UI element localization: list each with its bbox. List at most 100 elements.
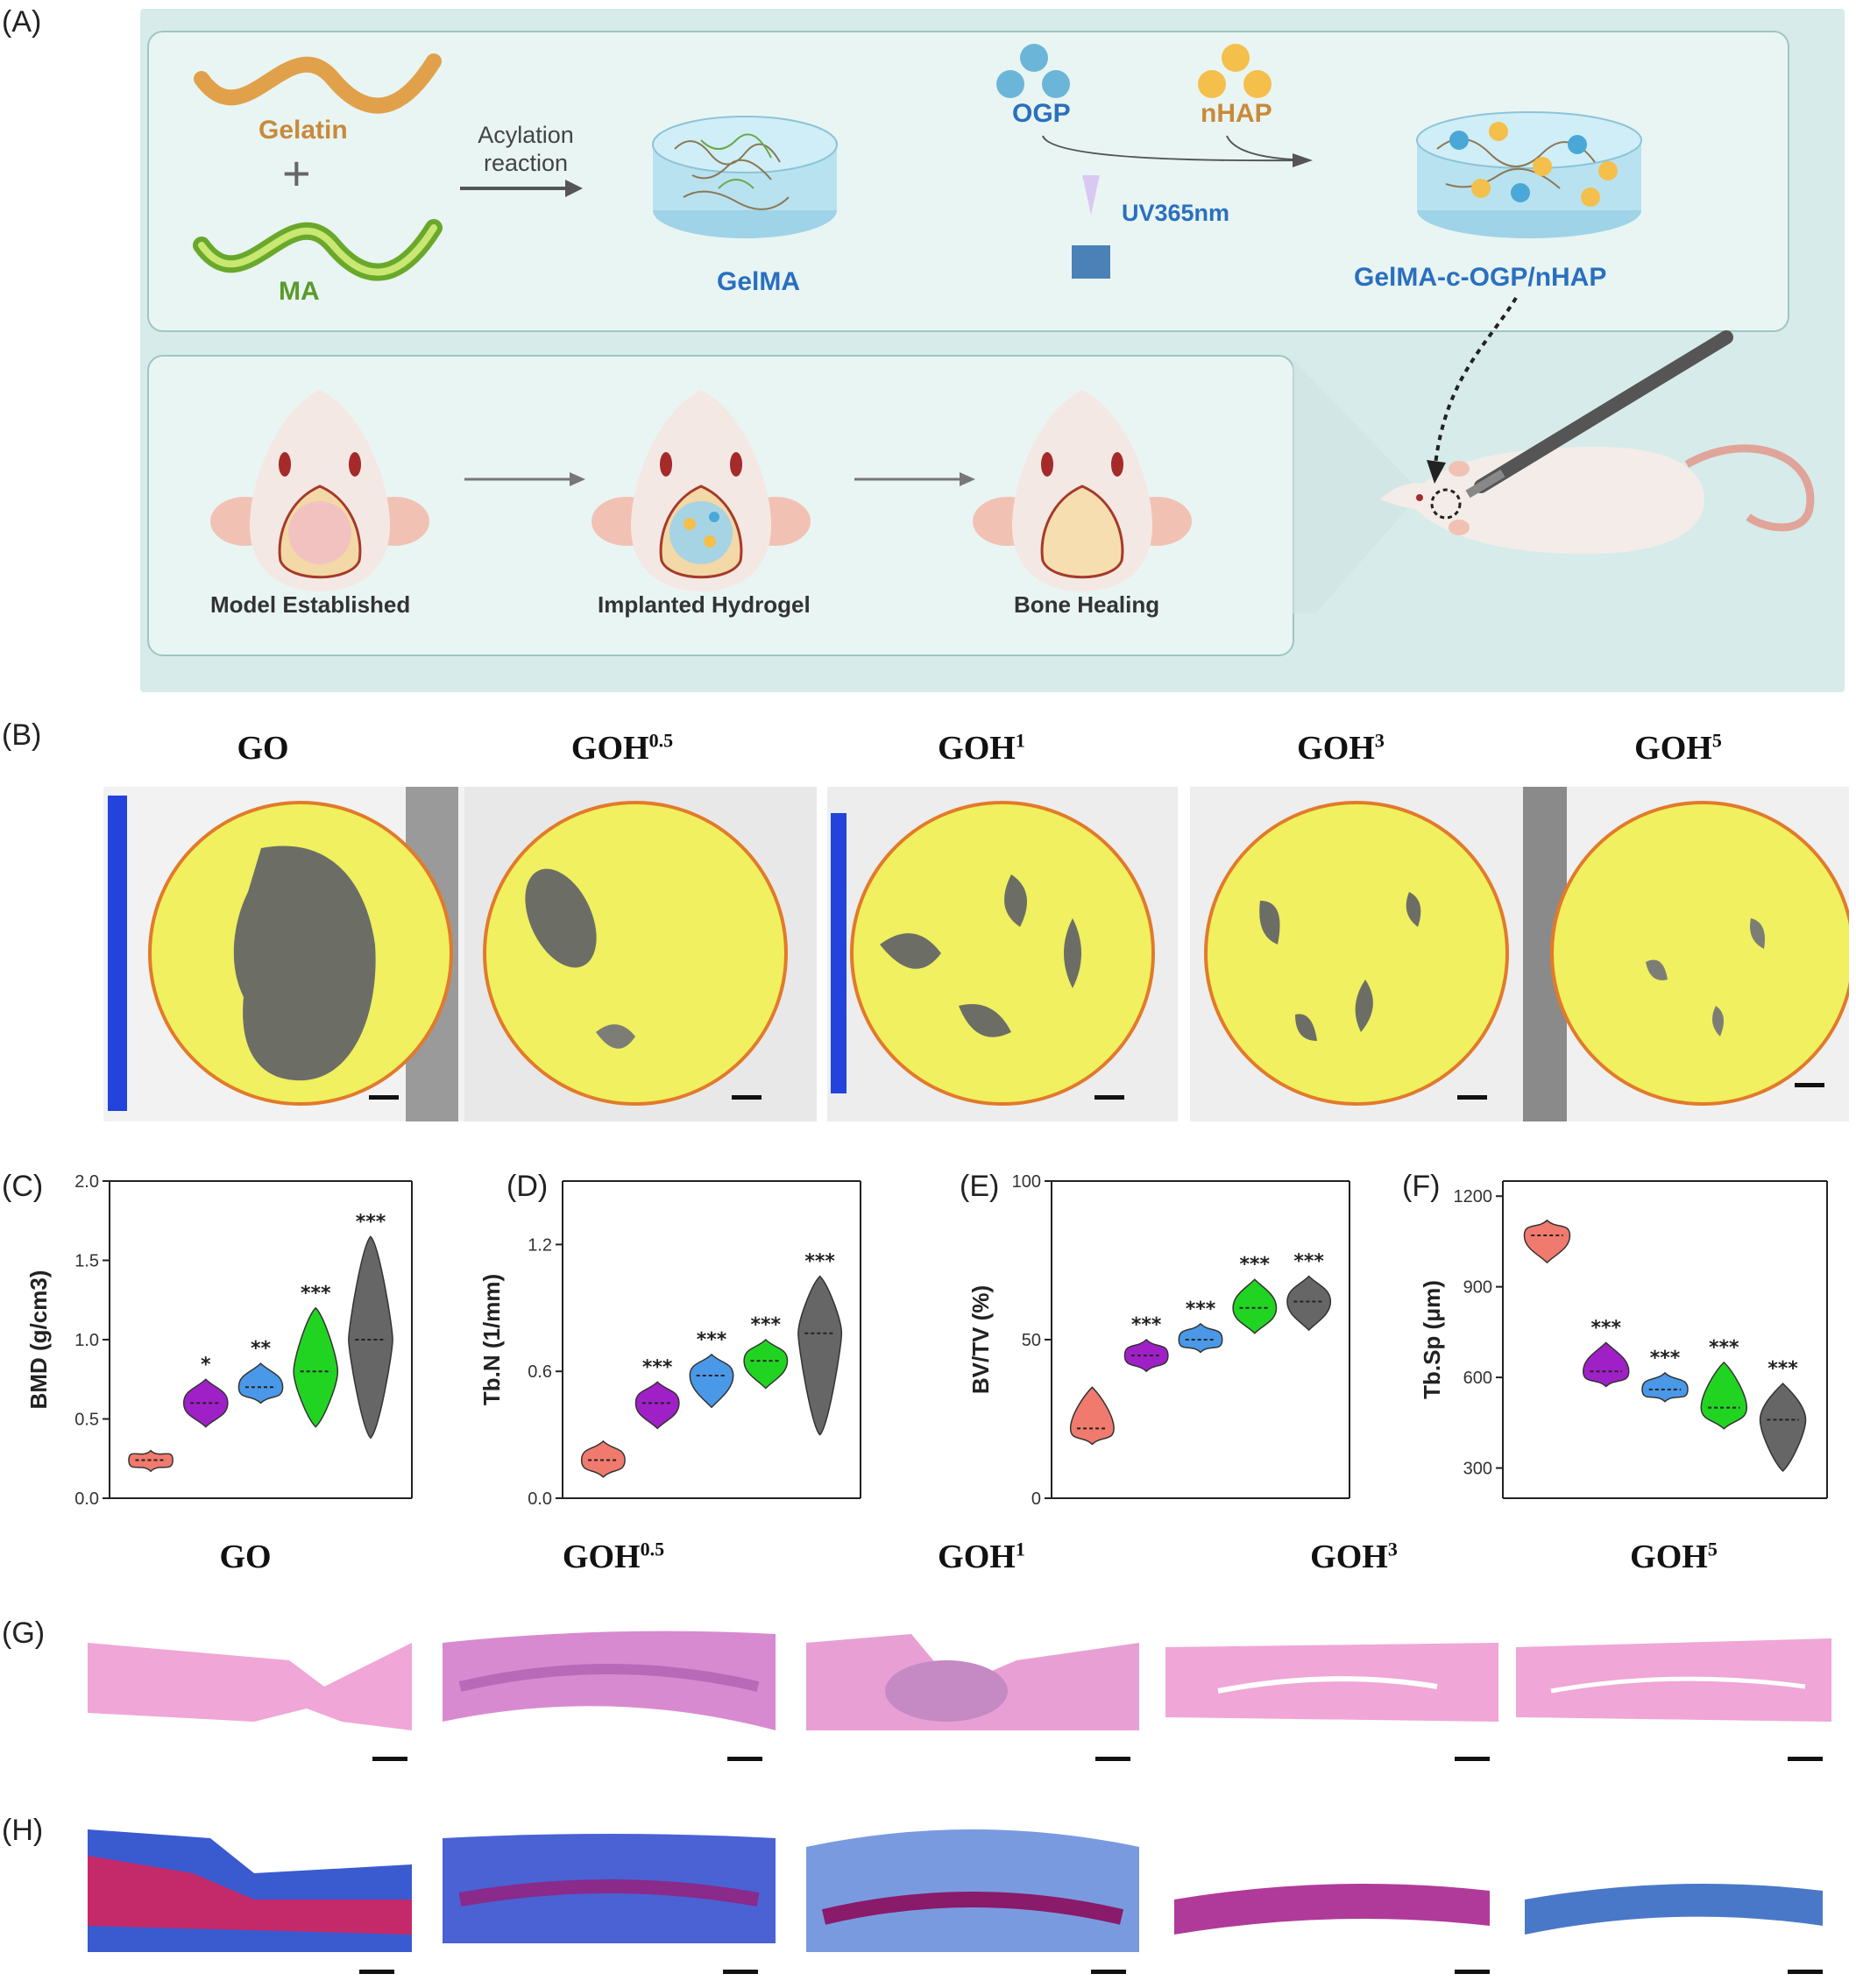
significance-stars: *** [1650, 1348, 1681, 1369]
violin-GOH5 [1759, 1382, 1807, 1473]
rat-head-implant-icon [592, 390, 811, 591]
violin-GOH3 [293, 1306, 339, 1428]
gelma-label: GelMA [717, 267, 801, 296]
product-label: GelMA-c-OGP/nHAP [1354, 263, 1607, 292]
significance-stars: *** [642, 1356, 673, 1378]
y-tick-label: 0.5 [74, 1411, 99, 1430]
step-arrow-2 [854, 472, 975, 486]
gelatin-label: Gelatin [259, 116, 348, 145]
violin-GO [1523, 1219, 1571, 1264]
masson-stain-row [88, 1829, 1823, 1974]
y-tick-label: 0.0 [74, 1489, 99, 1509]
significance-stars: *** [1709, 1337, 1739, 1359]
y-tick-label: 1.0 [74, 1331, 99, 1350]
he-stain-row [88, 1631, 1831, 1761]
b-group-label-goh05: GOH0.5 [570, 729, 674, 767]
panel-label-c: (C) [2, 1170, 44, 1203]
step-arrow-1 [464, 472, 585, 486]
microct-image-goh05 [464, 787, 817, 1121]
significance-stars: *** [1590, 1317, 1621, 1339]
y-tick-label: 0.6 [528, 1362, 552, 1382]
b-group-label-goh3: GOH3 [1297, 729, 1385, 767]
he-image-goh3 [1165, 1643, 1498, 1761]
significance-stars: *** [751, 1314, 782, 1336]
violin-GOH5 [1286, 1275, 1332, 1332]
chart-f: 300 600 900 1200 Tb.Sp (μm) *** *** *** *** [1419, 1180, 1828, 1499]
y-axis-title: Tb.Sp (μm) [1419, 1280, 1445, 1399]
ogp-particles-icon [996, 44, 1070, 98]
microct-image-go [103, 787, 464, 1121]
violin-GOH5 [348, 1235, 393, 1440]
significance-stars: *** [697, 1329, 727, 1351]
panel-label-d: (D) [507, 1170, 549, 1203]
microct-image-goh3 [1190, 787, 1523, 1121]
he-image-goh5 [1516, 1638, 1831, 1761]
cf-group-label-goh3: GOH3 [1310, 1538, 1398, 1575]
reaction-arrow [460, 180, 583, 197]
y-tick-label: 100 [1012, 1172, 1041, 1192]
significance-stars: *** [1293, 1251, 1324, 1273]
composite-dish-icon [1416, 111, 1642, 238]
gelatin-ma-icon [193, 53, 443, 281]
violin-GOH0.5 [1582, 1341, 1630, 1388]
y-tick-label: 1.5 [74, 1252, 99, 1271]
significance-stars: *** [356, 1211, 386, 1233]
violin-GOH0.5 [634, 1381, 680, 1430]
significance-stars: * [201, 1354, 211, 1376]
violin-GOH1 [1641, 1371, 1689, 1403]
y-tick-label: 1200 [1454, 1187, 1493, 1206]
masson-image-goh3 [1174, 1884, 1490, 1974]
y-axis-title: BV/TV (%) [967, 1285, 994, 1394]
b-group-label-go: GO [237, 730, 289, 767]
cf-group-label-goh05: GOH0.5 [562, 1538, 665, 1575]
cf-group-label-go: GO [219, 1539, 272, 1575]
panel-label-f: (F) [1402, 1170, 1441, 1203]
significance-stars: *** [1131, 1314, 1162, 1336]
ogp-label: OGP [1012, 99, 1071, 128]
he-image-goh05 [443, 1631, 776, 1761]
uv-lamp-icon [1072, 175, 1110, 279]
reaction-label: Acylation reaction [478, 122, 574, 176]
panel-label-h: (H) [2, 1814, 44, 1847]
chart-e: 0 50 100 BV/TV (%) *** *** *** *** [967, 1172, 1350, 1509]
masson-image-goh1 [806, 1829, 1139, 1974]
violin-GOH3 [1232, 1278, 1278, 1334]
gelma-dish-icon [652, 116, 838, 238]
rat-head-healed-icon [973, 390, 1192, 591]
ma-label: MA [279, 277, 320, 306]
panel-label-a: (A) [2, 5, 42, 39]
panel-label-b: (B) [2, 718, 42, 752]
microct-image-goh5 [1523, 787, 1849, 1121]
nhap-particles-icon [1198, 44, 1272, 98]
y-axis-title: BMD (g/cm3) [25, 1270, 52, 1410]
he-image-go [88, 1643, 412, 1761]
rat-head-model-icon [210, 390, 429, 591]
cf-group-label-goh1: GOH1 [938, 1538, 1025, 1575]
step-label-implant: Implanted Hydrogel [598, 591, 811, 618]
microct-row [103, 787, 1849, 1121]
y-axis-title: Tb.N (1/mm) [478, 1274, 505, 1405]
masson-image-goh05 [443, 1834, 776, 1974]
y-tick-label: 2.0 [74, 1172, 99, 1192]
uv-label: UV365nm [1122, 200, 1230, 226]
cf-group-label-goh5: GOH5 [1630, 1538, 1718, 1575]
violin-GOH1 [237, 1362, 284, 1404]
he-image-goh1 [806, 1634, 1139, 1761]
violin-GOH3 [1700, 1361, 1748, 1430]
plus-sign: + [282, 145, 311, 201]
injection-path-arrow [1427, 296, 1518, 484]
nhap-label: nHAP [1201, 99, 1272, 128]
violin-GOH1 [1178, 1322, 1223, 1354]
significance-stars: *** [804, 1251, 835, 1273]
panel-label-e: (E) [960, 1170, 1000, 1203]
y-tick-label: 900 [1463, 1278, 1492, 1298]
violin-GOH3 [743, 1338, 789, 1390]
step-label-healing: Bone Healing [1014, 591, 1160, 618]
mixing-arrow [1042, 135, 1313, 167]
masson-image-goh5 [1525, 1884, 1823, 1974]
masson-image-go [88, 1829, 412, 1974]
violin-GOH5 [797, 1275, 843, 1436]
rat-surgery-icon [1293, 330, 1815, 613]
